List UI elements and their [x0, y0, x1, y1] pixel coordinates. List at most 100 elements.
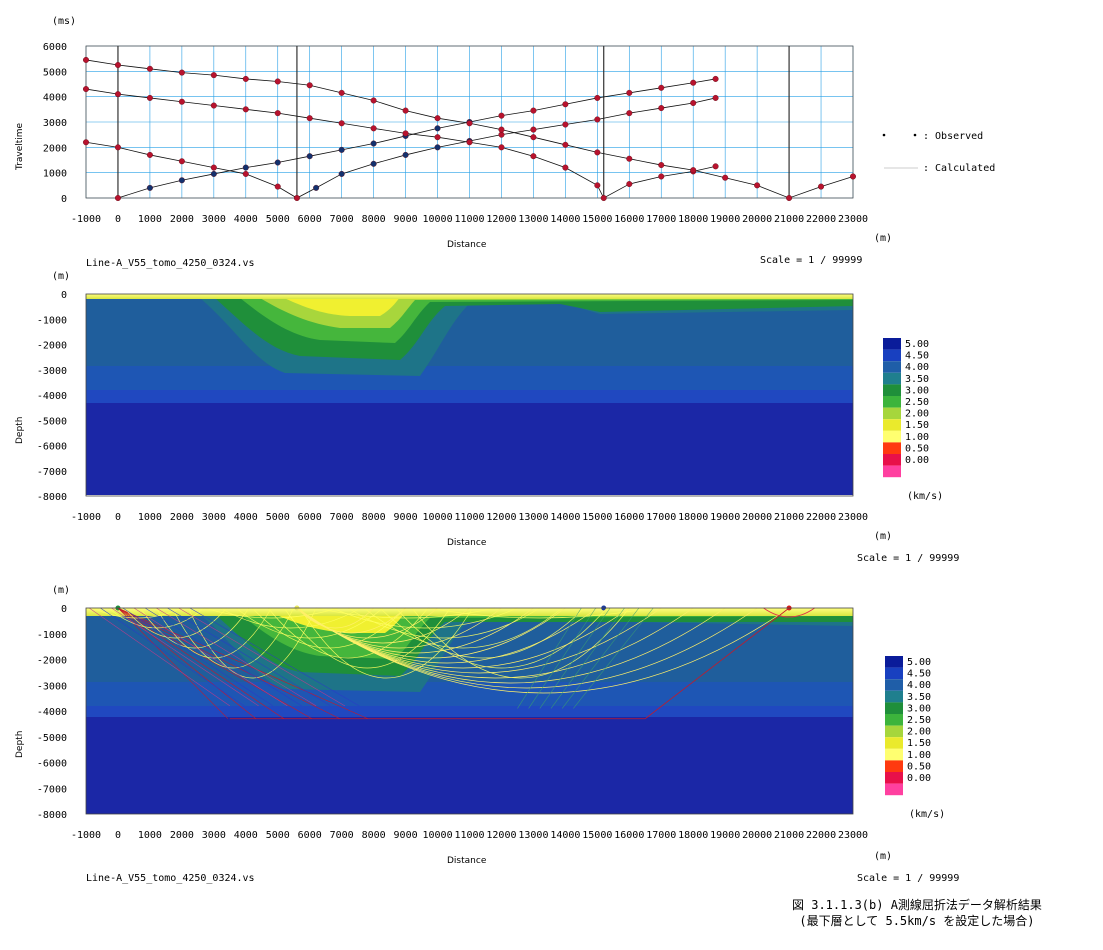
tt-series	[82, 56, 857, 201]
tt-x-tick-label: -1000	[71, 214, 101, 225]
rp-red-ray	[117, 607, 285, 719]
colorbar-label: 2.00	[907, 727, 931, 738]
section-x-tick-label: 18000	[678, 830, 708, 841]
tt-observed-point	[498, 131, 505, 138]
rp-fan-ray	[100, 607, 245, 707]
section-x-tick-label: 10000	[422, 512, 452, 523]
tt-observed-point	[562, 121, 569, 128]
tt-observed-point	[562, 141, 569, 148]
tt-scale: Scale = 1 / 99999	[760, 255, 862, 266]
tt-observed-point	[178, 98, 185, 105]
rp-fan-ray	[178, 607, 346, 707]
colorbar-swatch	[883, 442, 901, 454]
colorbar-label: 1.00	[907, 750, 931, 761]
section-x-tick-label: 10000	[422, 830, 452, 841]
section-x-tick-label: 7000	[330, 512, 354, 523]
colorbar-label: 3.50	[905, 374, 929, 385]
tt-observed-point	[338, 146, 345, 153]
tt-observed-point	[146, 151, 153, 158]
colorbar-swatch	[883, 384, 901, 396]
rp-yellow-ray	[299, 607, 473, 679]
tt-x-tick-label: 20000	[742, 214, 772, 225]
rp-yellow-ray	[140, 607, 250, 649]
tt-y-tick-label: 4000	[43, 93, 67, 104]
tt-observed-point	[114, 194, 121, 201]
colorbar-swatch	[883, 465, 901, 478]
tt-x-tick-label: 1000	[138, 214, 162, 225]
tt-y-tick-label: 6000	[43, 42, 67, 53]
section-x-tick-label: 9000	[394, 830, 418, 841]
tt-y-tick-label: 2000	[43, 143, 67, 154]
section-x-tick-label: 4000	[234, 512, 258, 523]
tt-observed-point	[306, 82, 313, 89]
tt-x-tick-label: 10000	[422, 214, 452, 225]
section-y-tick-label: -8000	[37, 492, 67, 503]
tt-observed-point	[146, 184, 153, 191]
tt-observed-point	[658, 173, 665, 180]
section-y-tick-label: -4000	[37, 391, 67, 402]
tt-observed-point	[338, 120, 345, 127]
rp-yellow-ray	[187, 607, 317, 679]
rp-fan-ray	[133, 607, 288, 707]
tt-y-tick-label: 5000	[43, 67, 67, 78]
tt-x-tick-label: 12000	[486, 214, 516, 225]
vs-ylabel: Depth	[15, 417, 25, 444]
section-x-tick-label: 2000	[170, 512, 194, 523]
rp-fan-ray	[122, 607, 274, 707]
tt-xunit: (m)	[874, 233, 892, 244]
tt-observed-point	[370, 125, 377, 132]
tt-observed-point	[434, 134, 441, 141]
section-x-tick-label: 16000	[614, 512, 644, 523]
rp-red-ray	[763, 607, 815, 618]
vs-x-tick-labels: -1000 0 1000 2000 3000 4000 5000 6000 7000 8000 90…	[71, 512, 868, 523]
tt-observed-point	[114, 91, 121, 98]
tt-x-tick-labels: -1000 0 1000 2000 3000 4000 5000 6000 7000 8000 90…	[71, 214, 868, 225]
tt-observed-point	[82, 86, 89, 93]
tt-observed-point	[626, 110, 633, 117]
tt-filename: Line-A_V55_tomo_4250_0324.vs	[86, 258, 255, 269]
section-x-tick-label: 12000	[486, 512, 516, 523]
colorbar-unit: (km/s)	[909, 809, 945, 820]
rp-fan-ray	[573, 607, 654, 709]
section-y-tick-label: -5000	[37, 733, 67, 744]
tt-x-tick-label: 0	[115, 214, 121, 225]
rp-fan-ray	[89, 607, 230, 707]
section-x-tick-label: 6000	[298, 830, 322, 841]
rp-fan-ray	[189, 607, 360, 707]
tt-observed-point	[562, 164, 569, 171]
tt-x-tick-label: 14000	[550, 214, 580, 225]
section-x-tick-label: 3000	[202, 830, 226, 841]
rp-fan-ray	[167, 607, 331, 707]
tt-observed-point	[210, 102, 217, 109]
rp-yellow-ray	[395, 607, 608, 669]
tt-legend: : Observed : Calculated	[882, 131, 995, 174]
tt-observed-point	[338, 170, 345, 177]
legend-observed-dot	[913, 133, 917, 137]
section-x-tick-label: 9000	[394, 512, 418, 523]
legend-observed-dot	[882, 133, 886, 137]
tt-y-tick-label: 3000	[43, 118, 67, 129]
figure-caption-line2: (最下層として 5.5km/s を設定した場合)	[799, 914, 1035, 928]
tt-observed-point	[626, 89, 633, 96]
tt-x-tick-label: 15000	[582, 214, 612, 225]
section-x-tick-label: 15000	[582, 830, 612, 841]
section-x-tick-label: 13000	[518, 512, 548, 523]
rp-red-ray	[117, 607, 313, 719]
colorbar-swatch	[883, 407, 901, 420]
rp-y-tick-labels: 0 -1000 -2000 -3000 -4000 -5000 -6000 -7000 -800…	[37, 604, 67, 821]
tt-observed-point	[274, 78, 281, 85]
section-x-tick-label: 1000	[138, 512, 162, 523]
deep-layer	[86, 403, 853, 495]
tt-x-tick-label: 2000	[170, 214, 194, 225]
tt-observed-point	[818, 183, 825, 190]
tt-observed-point	[242, 170, 249, 177]
rp-fan-ray	[111, 607, 259, 707]
tt-observed-point	[712, 75, 719, 82]
section-x-tick-label: 15000	[582, 512, 612, 523]
tt-observed-point	[210, 72, 217, 79]
rp-fan-ray	[561, 607, 640, 709]
tt-observed-point	[313, 184, 320, 191]
colorbar-label: 0.00	[907, 773, 931, 784]
figure-caption: 図 3.1.1.3(b) A測線屈折法データ解析結果 (最下層として 5.5km…	[792, 897, 1042, 929]
tt-observed-point	[402, 130, 409, 137]
